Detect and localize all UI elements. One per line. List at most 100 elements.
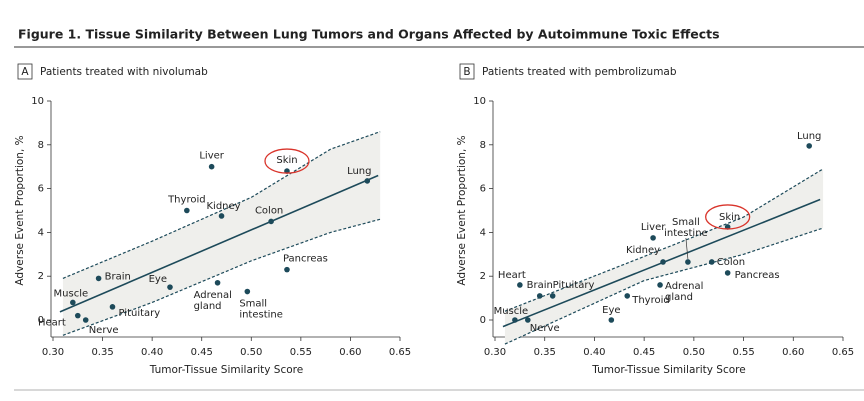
point-label: Small intestine — [239, 299, 283, 321]
data-point — [167, 284, 173, 290]
y-tick-label: 2 — [38, 271, 44, 282]
point-label: Thyroid — [167, 195, 206, 206]
panel-badge — [459, 63, 475, 80]
y-tick-label: 0 — [480, 315, 486, 326]
highlight-ring — [705, 204, 751, 230]
data-point — [214, 279, 221, 286]
point-label: Lung — [797, 131, 821, 142]
y-tick-label: 6 — [38, 184, 44, 195]
x-tick-label: 0.35 — [91, 347, 113, 358]
point-label: Lung — [347, 166, 371, 177]
data-point — [284, 266, 290, 273]
point-label: Brain — [105, 271, 131, 282]
x-tick-label: 0.30 — [484, 347, 506, 358]
data-point — [512, 317, 518, 323]
confidence-band — [504, 168, 824, 345]
data-point — [536, 293, 543, 299]
point-label: Small intestine — [664, 217, 708, 239]
x-tick-label: 0.50 — [240, 347, 262, 358]
point-label: Heart — [498, 270, 526, 281]
point-label: Kidney — [206, 201, 240, 212]
point-label: Heart — [38, 318, 66, 329]
x-tick-label: 0.40 — [583, 347, 605, 358]
x-tick-label: 0.45 — [191, 347, 213, 358]
x-tick-label: 0.50 — [683, 347, 705, 358]
point-label: Nerve — [89, 325, 119, 336]
data-point — [624, 293, 631, 299]
x-tick-label: 0.35 — [534, 347, 556, 358]
x-tick-label: 0.40 — [141, 347, 163, 358]
y-tick-label: 0 — [38, 315, 44, 326]
y-tick-label: 4 — [480, 227, 486, 238]
data-point — [660, 259, 666, 265]
y-tick-label: 2 — [480, 271, 486, 282]
panel-letter: B — [463, 66, 470, 78]
data-point — [806, 143, 812, 149]
panel-subtitle: Patients treated with pembrolizumab — [482, 66, 677, 78]
data-point — [685, 259, 691, 265]
data-point — [82, 317, 89, 323]
point-label: Liver — [199, 151, 224, 162]
y-tick-label: 6 — [480, 184, 486, 195]
point-label: Skin — [276, 155, 297, 166]
x-axis-label: Tumor-Tissue Similarity Score — [591, 364, 745, 376]
data-point — [517, 282, 523, 288]
highlight-ring — [264, 148, 310, 174]
x-tick-label: 0.60 — [782, 347, 804, 358]
data-point — [218, 213, 225, 219]
data-point — [268, 218, 274, 225]
y-axis-label: Adverse Event Proportion, % — [456, 135, 468, 285]
point-label: Pituitary — [118, 308, 160, 319]
point-label: Thyroid — [631, 295, 670, 306]
point-label: Adrenal gland — [194, 290, 232, 312]
x-tick-label: 0.55 — [290, 347, 312, 358]
data-point — [724, 270, 731, 276]
point-label: Muscle — [54, 288, 89, 299]
point-label: Kidney — [626, 245, 660, 256]
confidence-band — [62, 131, 381, 336]
point-label: Brain — [527, 280, 553, 291]
point-label: Skin — [719, 212, 740, 223]
x-tick-label: 0.60 — [339, 347, 361, 358]
point-label: Pancreas — [735, 270, 780, 281]
panel-letter: A — [21, 66, 29, 78]
data-point — [208, 163, 215, 170]
y-tick-label: 4 — [38, 227, 44, 238]
y-tick-label: 10 — [31, 96, 44, 107]
x-tick-label: 0.55 — [732, 347, 754, 358]
x-tick-label: 0.65 — [389, 347, 411, 358]
point-label: Muscle — [494, 306, 529, 317]
data-point — [608, 317, 615, 323]
panel-subtitle: Patients treated with nivolumab — [40, 66, 208, 78]
point-label: Colon — [255, 205, 283, 216]
x-tick-label: 0.65 — [832, 347, 854, 358]
data-point — [708, 259, 715, 265]
point-label: Liver — [641, 222, 666, 233]
y-tick-label: 8 — [38, 140, 44, 151]
leader-line — [685, 237, 689, 259]
point-label: Eye — [602, 305, 620, 316]
data-point — [525, 317, 531, 323]
y-axis-label: Adverse Event Proportion, % — [14, 135, 26, 285]
y-tick-label: 10 — [473, 96, 486, 107]
point-label: Colon — [717, 257, 745, 268]
point-label: Adrenal gland — [665, 281, 703, 303]
data-point — [184, 207, 190, 214]
figure-title: Figure 1. Tissue Similarity Between Lung… — [18, 27, 720, 42]
data-point — [549, 293, 556, 299]
x-tick-label: 0.30 — [42, 347, 64, 358]
fit-line — [59, 174, 379, 313]
confidence-bound — [62, 131, 381, 279]
x-axis-label: Tumor-Tissue Similarity Score — [149, 364, 303, 376]
data-point — [95, 275, 102, 282]
data-point — [364, 178, 371, 184]
confidence-bound — [504, 227, 824, 345]
y-tick-label: 8 — [480, 140, 486, 151]
data-point — [244, 288, 251, 295]
data-point — [70, 299, 76, 306]
data-point — [650, 235, 656, 241]
data-point — [74, 312, 81, 319]
point-label: Pancreas — [283, 254, 328, 265]
point-label: Eye — [149, 274, 167, 285]
